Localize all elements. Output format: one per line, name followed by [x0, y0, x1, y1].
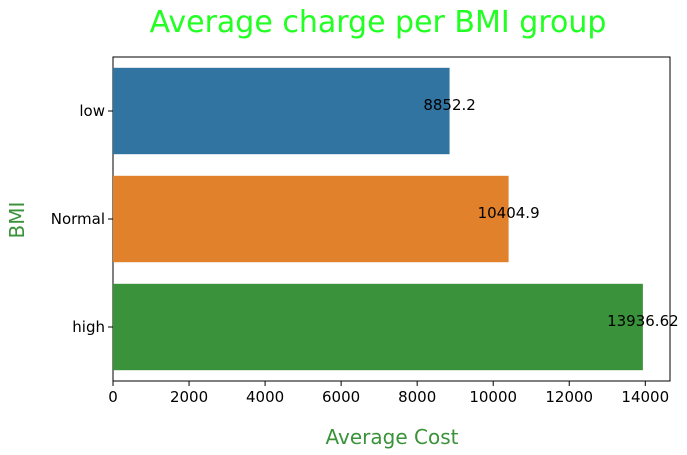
x-tick-label: 2000: [170, 388, 208, 406]
x-axis-title: Average Cost: [326, 425, 459, 449]
x-tick-label: 4000: [246, 388, 284, 406]
bar-high: [113, 283, 643, 371]
data-label: 8852.2: [423, 96, 476, 114]
data-label: 10404.9: [478, 204, 540, 222]
bar-low: [113, 67, 450, 155]
data-label: 13936.62: [607, 312, 679, 330]
y-tick-label: high: [72, 318, 105, 336]
x-tick-label: 6000: [322, 388, 360, 406]
bar-normal: [113, 175, 509, 263]
y-axis-title: BMI: [5, 202, 29, 239]
y-tick-label: Normal: [51, 210, 105, 228]
x-tick-label: 10000: [469, 388, 517, 406]
x-tick-label: 12000: [545, 388, 593, 406]
x-tick-label: 14000: [621, 388, 669, 406]
x-tick-label: 8000: [398, 388, 436, 406]
chart-title: Average charge per BMI group: [150, 5, 607, 40]
y-axis-ticks: low Normal high: [51, 102, 113, 336]
y-tick-label: low: [79, 102, 105, 120]
x-tick-label: 0: [108, 388, 118, 406]
data-labels: 8852.2 10404.9 13936.62: [423, 96, 678, 330]
bars-group: [113, 67, 643, 371]
plot-area: 0 2000 4000 6000 8000 10000 12000 14000 low Norm…: [51, 56, 679, 406]
x-axis-ticks: 0 2000 4000 6000 8000 10000 12000 14000: [108, 381, 669, 406]
